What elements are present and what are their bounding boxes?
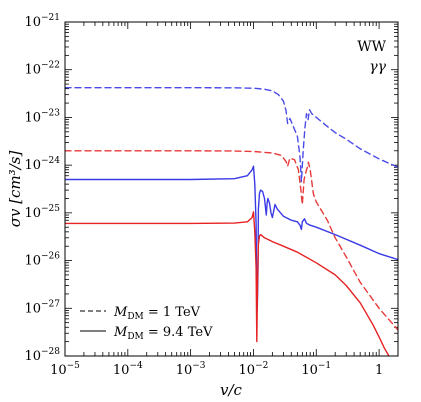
x-tick-label: 10−3 — [176, 361, 206, 378]
series-lines — [65, 86, 398, 356]
y-tick-label: 10−25 — [24, 204, 60, 221]
channel-label-gammagamma: γγ — [369, 59, 386, 75]
x-tick-label: 10−1 — [301, 361, 331, 378]
y-tick-label: 10−26 — [24, 252, 60, 269]
series-line-gammagamma-dashed — [65, 150, 398, 331]
series-line-ww-dashed — [65, 86, 398, 183]
x-tick-label: 10−2 — [239, 361, 269, 378]
series-line-gammagamma-solid — [65, 211, 390, 356]
y-tick-label: 10−21 — [24, 13, 60, 30]
y-tick-label: 10−27 — [24, 299, 60, 316]
series-line-ww-solid — [65, 165, 398, 309]
x-tick-label: 10−4 — [113, 361, 143, 378]
channel-label-ww: WW — [357, 39, 386, 55]
legend: MDM = 1 TeV MDM = 9.4 TeV — [80, 305, 213, 342]
legend-label-solid: MDM = 9.4 TeV — [113, 325, 213, 342]
tick-labels: 10−5 10−4 10−3 10−2 10−1 1 10−28 10−27 10−26 10−2… — [24, 13, 383, 378]
x-tick-label: 1 — [375, 363, 383, 378]
x-tick-label: 10−5 — [50, 361, 80, 378]
legend-label-dashed: MDM = 1 TeV — [113, 305, 201, 322]
y-tick-label: 10−22 — [24, 61, 60, 78]
y-axis-label: σv [cm³/s] — [6, 151, 24, 228]
y-tick-label: 10−28 — [24, 347, 60, 364]
y-tick-label: 10−24 — [24, 156, 60, 173]
x-axis-label: v/c — [220, 381, 243, 399]
plot-frame — [64, 21, 399, 357]
y-tick-label: 10−23 — [24, 108, 60, 125]
